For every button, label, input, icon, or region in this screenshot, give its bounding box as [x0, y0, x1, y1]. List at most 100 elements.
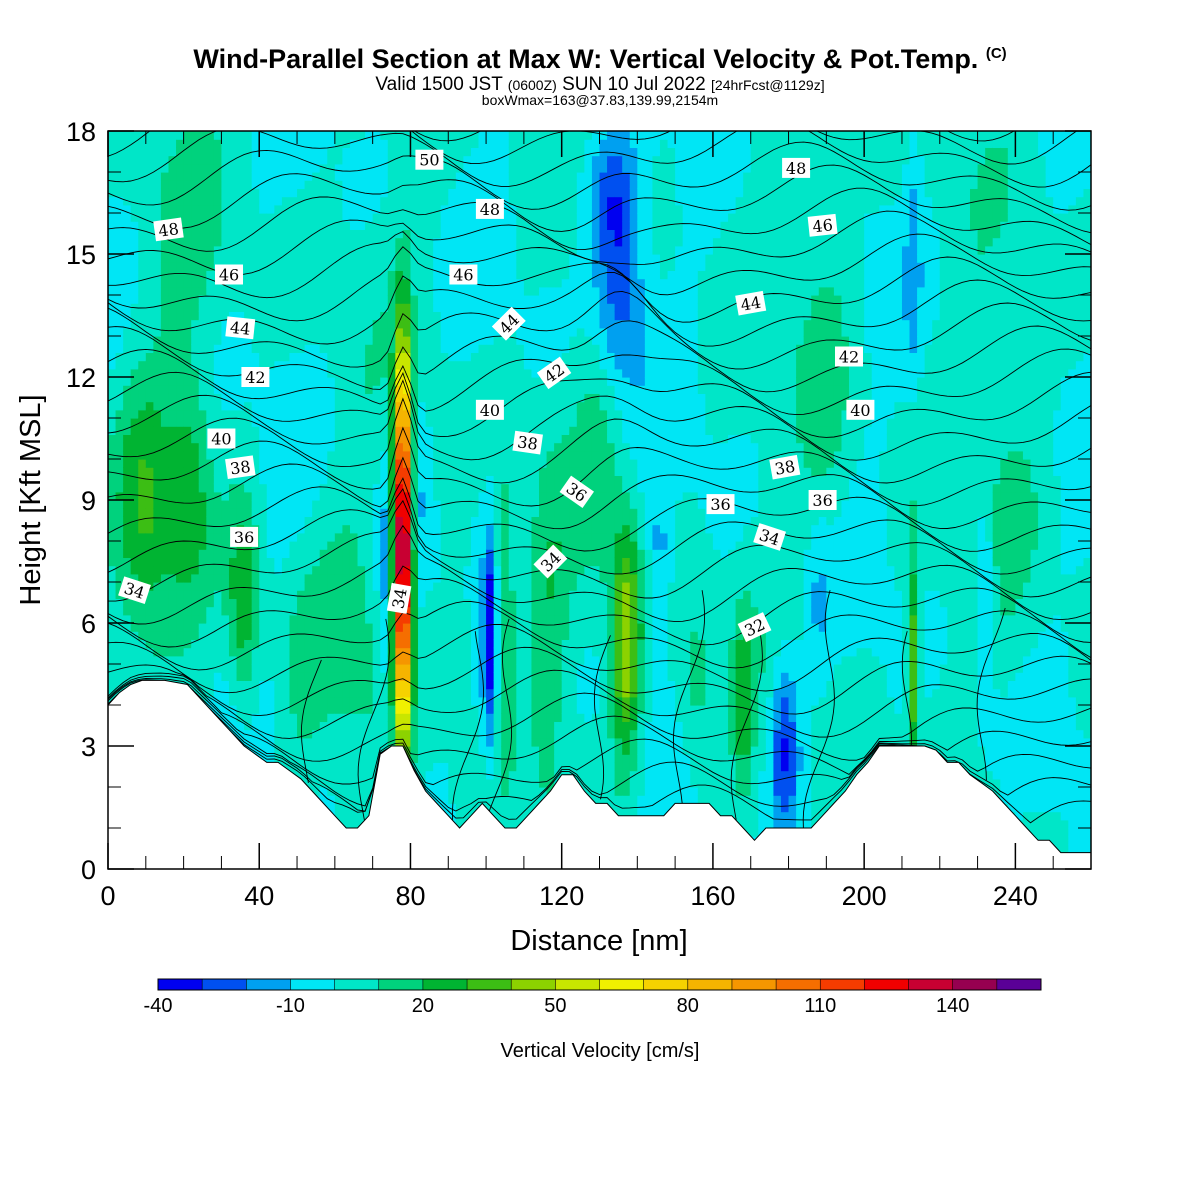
field-cell	[433, 631, 442, 640]
field-cell	[228, 573, 238, 583]
field-cell	[206, 352, 215, 362]
field-cell	[228, 508, 238, 517]
field-cell	[418, 475, 427, 485]
field-cell	[455, 614, 464, 624]
field-cell	[123, 155, 132, 165]
field-cell	[395, 557, 404, 567]
field-cell	[433, 229, 442, 239]
field-cell	[236, 483, 245, 493]
field-cell	[153, 672, 162, 681]
field-cell	[508, 213, 517, 222]
field-cell	[160, 516, 170, 526]
field-cell	[327, 557, 336, 567]
field-cell	[455, 483, 464, 493]
field-cell	[455, 746, 464, 755]
field-cell	[493, 549, 502, 558]
field-cell	[493, 180, 502, 189]
field-cell	[365, 746, 374, 755]
field-cell	[380, 418, 389, 427]
field-cell	[115, 631, 124, 640]
field-cell	[463, 467, 472, 476]
field-cell	[342, 188, 351, 198]
field-cell	[289, 491, 298, 501]
field-cell	[130, 672, 139, 681]
field-cell	[410, 213, 419, 222]
field-cell	[266, 549, 275, 558]
field-cell	[115, 213, 124, 222]
field-cell	[123, 532, 132, 542]
field-cell	[402, 303, 412, 312]
field-cell	[501, 204, 510, 214]
field-cell	[160, 500, 170, 509]
field-cell	[440, 532, 449, 542]
field-cell	[380, 352, 389, 362]
field-cell	[372, 360, 381, 370]
field-cell	[410, 549, 419, 558]
field-cell	[145, 295, 154, 304]
field-cell	[108, 500, 117, 509]
field-cell	[349, 680, 359, 690]
field-cell	[274, 549, 283, 558]
field-cell	[281, 434, 291, 444]
field-cell	[244, 590, 253, 599]
field-cell	[433, 221, 442, 230]
field-cell	[153, 598, 162, 608]
field-cell	[206, 196, 215, 206]
field-cell	[493, 442, 502, 452]
field-cell	[493, 672, 502, 681]
field-cell	[516, 221, 525, 230]
field-cell	[523, 696, 533, 706]
field-cell	[508, 163, 517, 173]
field-cell	[410, 729, 419, 739]
field-cell	[342, 582, 351, 591]
field-cell	[183, 360, 192, 370]
field-cell	[410, 352, 419, 362]
field-cell	[289, 614, 298, 624]
field-cell	[440, 352, 449, 362]
field-cell	[236, 672, 245, 681]
field-cell	[319, 483, 328, 493]
field-cell	[486, 319, 495, 329]
field-cell	[433, 204, 442, 214]
field-cell	[365, 606, 374, 616]
field-cell	[433, 680, 442, 690]
field-cell	[372, 746, 381, 755]
field-cell	[372, 196, 381, 206]
field-cell	[418, 467, 427, 476]
field-cell	[334, 245, 344, 255]
field-cell	[281, 762, 291, 772]
field-cell	[486, 270, 495, 280]
field-cell	[289, 188, 298, 198]
field-cell	[281, 655, 291, 665]
field-cell	[365, 393, 374, 403]
field-cell	[191, 131, 200, 140]
field-cell	[259, 647, 268, 657]
field-cell	[357, 270, 366, 280]
field-cell	[327, 803, 336, 813]
field-cell	[138, 360, 147, 370]
field-cell	[123, 524, 132, 534]
field-cell	[138, 221, 147, 230]
field-cell	[395, 573, 404, 583]
field-cell	[470, 746, 480, 755]
field-cell	[259, 418, 268, 427]
field-cell	[501, 155, 510, 165]
field-cell	[410, 311, 419, 321]
field-cell	[486, 434, 495, 444]
field-cell	[395, 655, 404, 665]
field-cell	[297, 344, 306, 353]
field-cell	[266, 614, 275, 624]
field-cell	[168, 664, 177, 673]
field-cell	[372, 729, 381, 739]
field-cell	[206, 245, 215, 255]
field-cell	[191, 467, 200, 476]
field-cell	[395, 729, 404, 739]
field-cell	[145, 278, 154, 288]
field-cell	[372, 262, 381, 271]
field-cell	[508, 245, 517, 255]
field-cell	[395, 491, 404, 501]
field-cell	[289, 245, 298, 255]
field-cell	[455, 598, 464, 608]
field-cell	[342, 737, 351, 747]
field-cell	[130, 467, 139, 476]
